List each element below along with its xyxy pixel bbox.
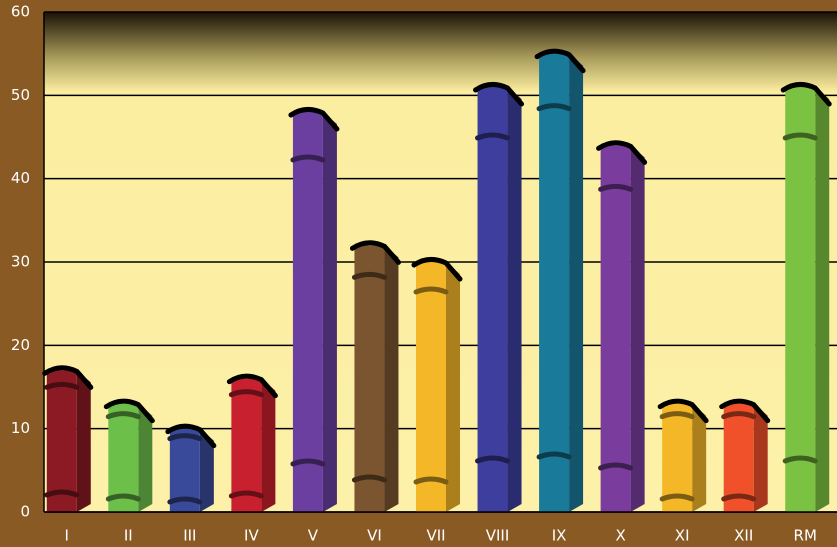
book-band xyxy=(105,411,141,420)
book-side xyxy=(322,112,337,512)
book-band xyxy=(228,389,264,398)
book-band xyxy=(167,496,203,505)
book-band xyxy=(598,462,634,471)
x-tick-label: IX xyxy=(552,527,567,545)
bar xyxy=(292,112,323,512)
bar xyxy=(354,245,385,513)
book-band xyxy=(659,411,695,420)
book-top xyxy=(534,48,586,74)
x-tick-label: VII xyxy=(426,527,445,545)
book-band xyxy=(290,458,326,467)
book-top xyxy=(473,82,525,107)
book-side xyxy=(630,145,645,513)
book-band xyxy=(782,455,818,464)
book-band xyxy=(721,411,757,420)
bar xyxy=(46,370,77,512)
x-tick-label: VI xyxy=(367,527,382,545)
bar xyxy=(416,262,446,512)
y-tick-label: 50 xyxy=(11,86,30,104)
book-band xyxy=(659,493,695,502)
book-side xyxy=(446,262,460,512)
x-tick-label: V xyxy=(308,527,319,545)
book-top xyxy=(349,240,401,265)
x-tick-label: III xyxy=(183,527,196,545)
book-band xyxy=(228,490,264,499)
book-band xyxy=(475,455,511,464)
book-side xyxy=(138,403,153,512)
book-side xyxy=(199,428,214,512)
y-tick-label: 60 xyxy=(11,3,30,21)
book-top xyxy=(596,140,648,165)
book-side xyxy=(569,53,584,513)
x-tick-label: II xyxy=(124,527,133,545)
book-top xyxy=(226,373,278,399)
x-tick-label: IV xyxy=(244,527,259,545)
book-side xyxy=(815,87,830,512)
bar xyxy=(539,53,570,513)
book-band xyxy=(536,451,572,460)
y-tick-label: 10 xyxy=(11,419,30,437)
book-side xyxy=(507,87,522,512)
book-band xyxy=(290,154,326,163)
book-top xyxy=(103,398,155,424)
book-side xyxy=(76,370,91,512)
book-side xyxy=(261,378,276,512)
book-band xyxy=(105,493,141,502)
x-tick-label: VIII xyxy=(486,527,510,545)
book-band xyxy=(413,476,449,485)
x-tick-label: XI xyxy=(675,527,690,545)
x-tick-label: XII xyxy=(734,527,753,545)
book-band xyxy=(44,489,80,498)
book-side xyxy=(692,403,707,512)
book-band xyxy=(598,183,634,192)
y-tick-label: 20 xyxy=(11,336,30,354)
book-top xyxy=(288,107,340,132)
book-band xyxy=(351,271,387,280)
book-top xyxy=(719,398,771,424)
book-band xyxy=(413,286,449,295)
book-side xyxy=(753,403,768,512)
x-tick-label: RM xyxy=(794,527,817,545)
book-band xyxy=(782,132,818,141)
y-tick-label: 30 xyxy=(11,253,30,271)
x-tick-label: I xyxy=(65,527,69,545)
book-top xyxy=(42,365,94,390)
bar xyxy=(600,145,631,513)
book-band xyxy=(536,103,572,112)
book-band xyxy=(351,474,387,483)
book-band xyxy=(44,381,80,390)
y-tick-label: 0 xyxy=(20,503,30,521)
book-side xyxy=(384,245,399,513)
bar xyxy=(231,378,262,512)
bar xyxy=(785,87,816,512)
book-top xyxy=(165,423,217,449)
book-top xyxy=(657,398,709,424)
book-band xyxy=(721,493,757,502)
book-band xyxy=(167,433,203,442)
y-tick-label: 40 xyxy=(11,169,30,187)
x-tick-label: X xyxy=(615,527,625,545)
book-band xyxy=(475,132,511,141)
book-top xyxy=(411,257,463,282)
bar xyxy=(477,87,508,512)
book-top xyxy=(780,82,832,107)
